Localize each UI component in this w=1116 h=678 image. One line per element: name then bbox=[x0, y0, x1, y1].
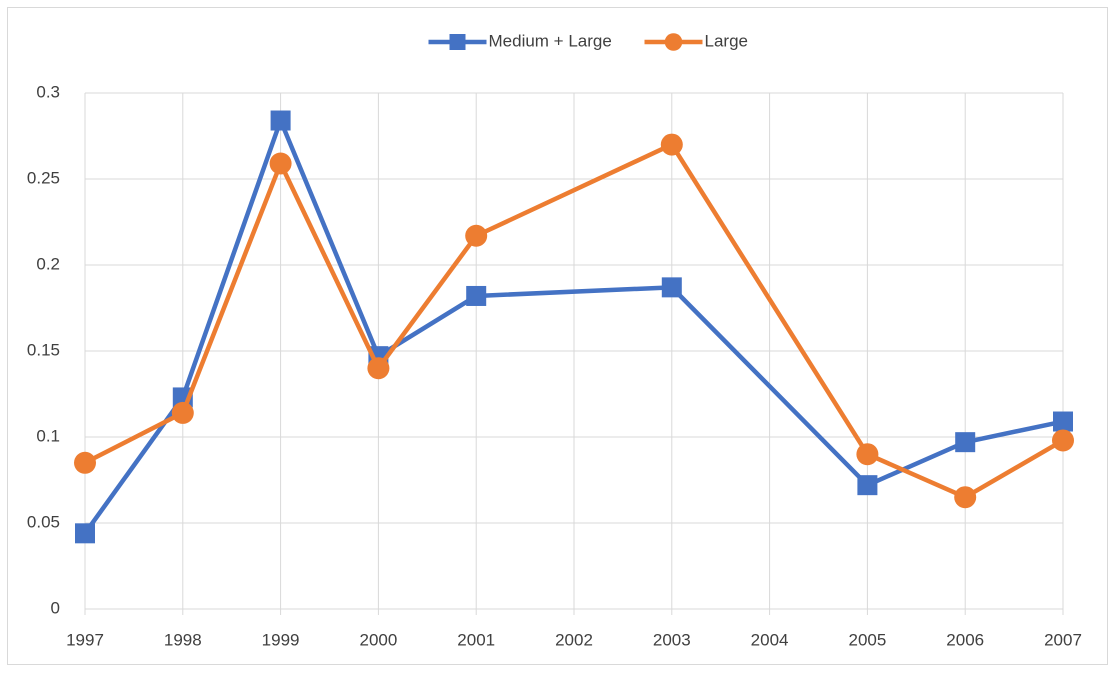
x-tick-label: 1999 bbox=[262, 630, 300, 649]
x-tick-label: 2004 bbox=[751, 630, 789, 649]
data-point bbox=[857, 475, 878, 496]
data-point bbox=[954, 486, 977, 509]
legend-marker bbox=[664, 33, 683, 51]
x-tick-label: 2005 bbox=[848, 630, 886, 649]
data-point bbox=[75, 523, 95, 544]
y-tick-label: 0.2 bbox=[36, 254, 60, 273]
x-tick-label: 2002 bbox=[555, 630, 593, 649]
legend-label: Medium + Large bbox=[489, 31, 612, 50]
data-point bbox=[466, 285, 487, 306]
x-tick-label: 2006 bbox=[946, 630, 984, 649]
x-tick-label: 1998 bbox=[164, 630, 202, 649]
x-tick-label: 2001 bbox=[457, 630, 495, 649]
data-point bbox=[1053, 411, 1073, 432]
x-tick-label: 2003 bbox=[653, 630, 691, 649]
data-point bbox=[367, 357, 390, 380]
chart-border bbox=[7, 7, 1108, 665]
y-tick-label: 0.1 bbox=[36, 426, 60, 445]
y-tick-label: 0.3 bbox=[36, 82, 60, 101]
y-tick-label: 0.05 bbox=[27, 512, 60, 531]
y-tick-label: 0.15 bbox=[27, 340, 60, 359]
data-point bbox=[74, 451, 96, 474]
data-point bbox=[171, 401, 194, 424]
data-point bbox=[465, 224, 488, 247]
data-point bbox=[269, 152, 292, 175]
data-point bbox=[660, 133, 683, 156]
data-point bbox=[955, 432, 976, 453]
data-point bbox=[1052, 429, 1074, 452]
data-point bbox=[661, 277, 682, 298]
x-tick-label: 2000 bbox=[359, 630, 397, 649]
x-tick-label: 2007 bbox=[1044, 630, 1082, 649]
data-point bbox=[856, 443, 879, 466]
y-tick-label: 0 bbox=[51, 598, 60, 617]
data-point bbox=[270, 110, 291, 131]
legend-label: Large bbox=[705, 31, 748, 50]
y-tick-label: 0.25 bbox=[27, 168, 60, 187]
x-tick-label: 1997 bbox=[66, 630, 104, 649]
legend-marker bbox=[449, 34, 466, 50]
